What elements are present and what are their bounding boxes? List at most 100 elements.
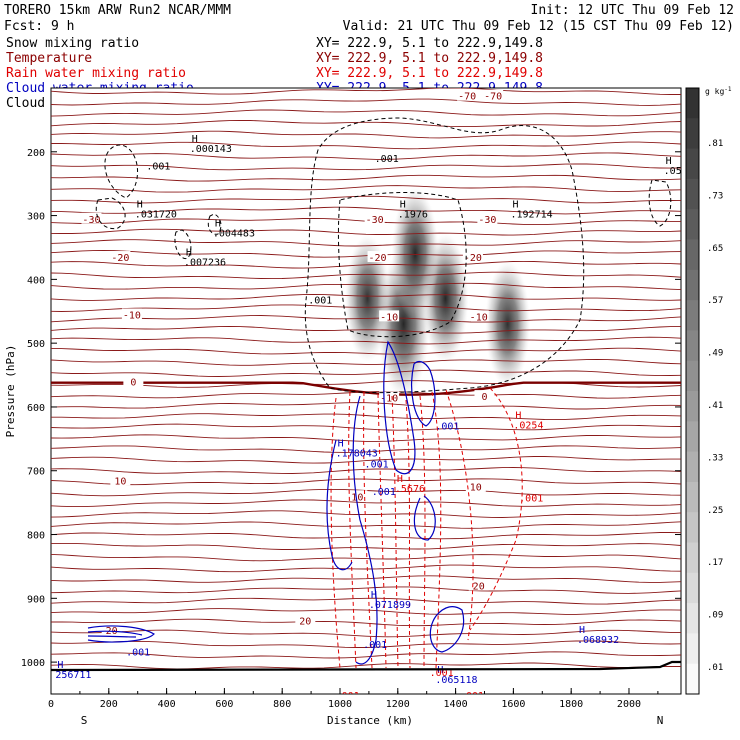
isotherm-line xyxy=(51,315,681,323)
x-left-label: S xyxy=(81,714,88,727)
isotherm-line xyxy=(51,271,681,280)
isotherm-line xyxy=(51,130,681,139)
colorbar-swatch xyxy=(686,481,699,513)
max-value-label: .001 xyxy=(146,162,170,173)
isotherm-line xyxy=(51,163,681,171)
rain-water-contours xyxy=(330,387,523,669)
isotherm-line xyxy=(51,662,681,670)
isotherm-line xyxy=(51,456,681,464)
colorbar-swatch xyxy=(686,421,699,453)
isotherm-line xyxy=(51,359,681,366)
isotherm-line xyxy=(51,88,681,95)
isotherm-line xyxy=(51,294,681,301)
isotherm-label: -10 xyxy=(380,312,398,323)
isotherm-line xyxy=(51,608,681,615)
isotherm-line xyxy=(51,282,681,291)
max-value-label: .001 xyxy=(375,154,399,165)
isotherm-label-bg xyxy=(474,390,495,402)
max-marker-h: H xyxy=(666,156,672,167)
isotherm-label: -20 xyxy=(464,253,482,264)
isotherm-line xyxy=(51,206,681,215)
isotherm-line xyxy=(51,402,681,410)
y-tick-label: 600 xyxy=(27,403,45,414)
cloud-water-contours xyxy=(87,340,465,665)
isotherm-line xyxy=(51,510,681,518)
isotherm-label: -20 xyxy=(111,253,129,264)
isotherm-line xyxy=(51,195,681,204)
colorbar-swatch xyxy=(686,148,699,180)
colorbar-tick-label: .41 xyxy=(707,401,723,411)
isotherm-label-bg xyxy=(101,624,122,636)
colorbar: .81 .73 .65 .57 .49 .41 .33 .25 .17 .09 .01 g kg-1 xyxy=(685,86,732,695)
isotherm-line xyxy=(51,553,681,562)
colorbar-frame xyxy=(685,87,700,695)
max-value-label: .001 xyxy=(519,493,543,504)
isotherm-line xyxy=(51,575,681,583)
colorbar-swatch xyxy=(686,209,699,240)
isotherm-line xyxy=(51,478,681,486)
colorbar-swatch xyxy=(686,663,699,695)
x-tick-label: 1000 xyxy=(328,699,352,710)
valid-time: Valid: 21 UTC Thu 09 Feb 12 (15 CST Thu … xyxy=(343,19,734,34)
x-tick-label: 1400 xyxy=(444,699,468,710)
max-marker-h: H xyxy=(437,665,443,676)
max-value-label: .001 xyxy=(126,648,150,659)
ice-contour-east xyxy=(648,179,672,227)
isotherm-label: -10 xyxy=(123,310,141,321)
x-tick-label: 400 xyxy=(158,699,176,710)
colorbar-swatch xyxy=(686,633,699,665)
y-tick-label: 200 xyxy=(27,148,45,159)
legend-xy: XY= 222.9, 5.1 to 222.9,149.8 xyxy=(316,36,543,51)
isotherm-line xyxy=(51,174,681,182)
isotherm-label: -10 xyxy=(470,312,488,323)
x-tick-label: 600 xyxy=(215,699,233,710)
max-value-label: .004483 xyxy=(213,229,255,240)
isotherm-line xyxy=(51,564,681,573)
colorbar-unit-exp: -1 xyxy=(724,86,732,93)
isotherm-label: -70 xyxy=(484,92,502,103)
ice-contour-west-2 xyxy=(95,197,126,230)
colorbar-tick-label: .25 xyxy=(707,506,723,516)
colorbar-tick-label: .81 xyxy=(707,139,723,149)
legend-name: Snow mixing ratio xyxy=(6,36,139,51)
temperature-isotherms: -70 -70 -30 -30 -30 -20 -20 -20 -10 -10 -10 0 0 -10 10… xyxy=(51,88,681,670)
colorbar-swatch xyxy=(686,542,699,574)
isotherm-line xyxy=(51,423,681,431)
isotherm-line xyxy=(51,586,681,594)
max-value-label: .001 xyxy=(435,421,459,432)
isotherm-label: 20 xyxy=(473,582,485,593)
max-marker-h: H xyxy=(57,660,63,671)
isotherm-label: 0 xyxy=(130,377,136,388)
max-value-label: 256711 xyxy=(55,670,91,681)
isotherm-line xyxy=(51,98,681,106)
isotherm-line xyxy=(51,413,681,421)
x-tick-label: 200 xyxy=(100,699,118,710)
ice-contour-inner xyxy=(337,192,467,338)
colorbar-tick-label: .57 xyxy=(707,296,723,306)
isotherm-line xyxy=(51,152,681,160)
ice-contour-west xyxy=(104,144,138,199)
colorbar-swatch xyxy=(686,572,699,604)
cloud-ice-contours xyxy=(95,117,672,394)
max-value-label: .001 xyxy=(430,668,454,679)
isotherm-line xyxy=(51,640,681,648)
forecast-hour: Fcst: 9 h xyxy=(4,19,74,34)
colorbar-tick-label: .73 xyxy=(707,191,723,201)
y-tick-label: 900 xyxy=(27,594,45,605)
isotherm-line xyxy=(51,228,681,236)
colorbar-tick-label: .09 xyxy=(707,611,723,621)
legend-xy: XY= 222.9, 5.1 to 222.9,149.8 xyxy=(316,51,543,66)
isotherm-label: 20 xyxy=(299,617,311,628)
max-value-label: .5676 xyxy=(395,484,425,495)
isotherm-label-bg xyxy=(367,251,388,263)
max-marker-h: H xyxy=(512,199,518,210)
isotherm-label: -30 xyxy=(82,215,100,226)
isotherm-line xyxy=(51,467,681,474)
max-value-label: .001 xyxy=(336,691,360,702)
max-marker-h: H xyxy=(215,219,221,230)
isotherm-line xyxy=(51,250,681,258)
colorbar-swatch xyxy=(686,118,699,150)
isotherm-label: -30 xyxy=(366,215,384,226)
colorbar-swatch xyxy=(686,360,699,392)
isotherm-label-bg xyxy=(123,375,144,387)
